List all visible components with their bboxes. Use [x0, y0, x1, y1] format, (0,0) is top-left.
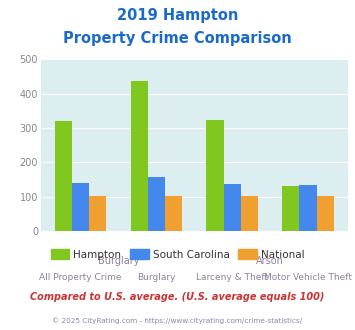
Text: All Property Crime: All Property Crime [39, 273, 122, 282]
Text: © 2025 CityRating.com - https://www.cityrating.com/crime-statistics/: © 2025 CityRating.com - https://www.city… [53, 317, 302, 324]
Text: Compared to U.S. average. (U.S. average equals 100): Compared to U.S. average. (U.S. average … [30, 292, 325, 302]
Text: Larceny & Theft: Larceny & Theft [196, 273, 268, 282]
Bar [165, 196, 182, 231]
Bar [72, 183, 89, 231]
Text: Property Crime Comparison: Property Crime Comparison [63, 31, 292, 46]
Text: Motor Vehicle Theft: Motor Vehicle Theft [264, 273, 352, 282]
Text: Arson: Arson [256, 256, 284, 266]
Bar [148, 177, 165, 231]
Bar [131, 81, 148, 231]
Bar [317, 196, 334, 231]
Bar [55, 121, 72, 231]
Text: 2019 Hampton: 2019 Hampton [117, 8, 238, 23]
Legend: Hampton, South Carolina, National: Hampton, South Carolina, National [47, 245, 308, 264]
Text: Burglary: Burglary [98, 256, 139, 266]
Bar [300, 185, 317, 231]
Bar [241, 196, 258, 231]
Bar [89, 196, 106, 231]
Bar [206, 120, 224, 231]
Bar [224, 184, 241, 231]
Text: Burglary: Burglary [137, 273, 176, 282]
Bar [282, 186, 300, 231]
